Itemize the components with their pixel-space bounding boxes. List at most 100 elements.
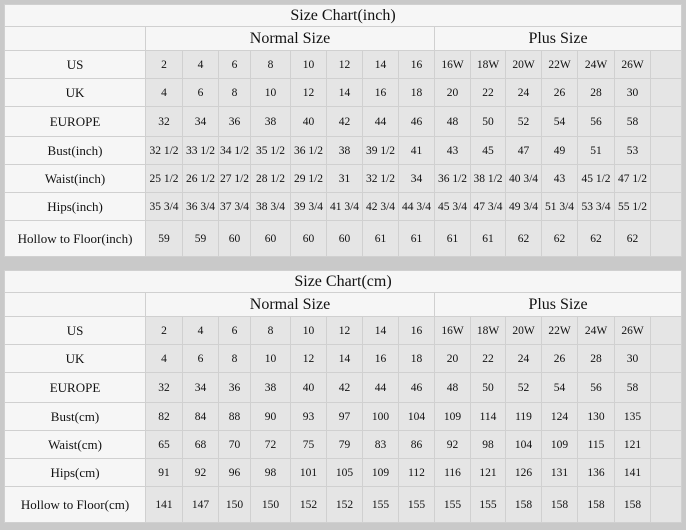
size-value: 47 3/4 xyxy=(470,192,506,221)
size-value: 10 xyxy=(290,316,327,345)
size-value: 22 xyxy=(470,78,506,107)
size-value: 44 xyxy=(362,106,399,137)
size-value: 60 xyxy=(290,220,327,257)
section-row: Normal Size Plus Size xyxy=(4,292,682,317)
size-value: 16W xyxy=(434,316,471,345)
row-label: Bust(cm) xyxy=(4,402,146,431)
size-value: 26 xyxy=(541,78,578,107)
size-value: 62 xyxy=(614,220,651,257)
title-row: Size Chart(cm) xyxy=(4,270,682,293)
size-value: 155 xyxy=(362,486,399,523)
size-value: 130 xyxy=(577,402,615,431)
size-value: 40 xyxy=(290,372,327,403)
size-value: 47 1/2 xyxy=(614,164,651,193)
chart-title: Size Chart(cm) xyxy=(4,270,682,293)
size-value: 49 3/4 xyxy=(505,192,542,221)
size-value: 36 xyxy=(218,106,251,137)
size-value: 104 xyxy=(505,430,542,459)
size-value: 38 3/4 xyxy=(250,192,291,221)
size-value: 59 xyxy=(145,220,183,257)
size-value: 22 xyxy=(470,344,506,373)
size-value: 35 3/4 xyxy=(145,192,183,221)
size-value: 88 xyxy=(218,402,251,431)
table-row: US 2 4 6 8 10 12 14 16 16W 18W 20W 22W 24W 26W xyxy=(4,316,682,345)
table-row: Waist(inch) 25 1/2 26 1/2 27 1/2 28 1/2 29 1/… xyxy=(4,164,682,193)
size-value: 158 xyxy=(505,486,542,523)
size-value: 28 1/2 xyxy=(250,164,291,193)
size-value: 96 xyxy=(218,458,251,487)
size-value: 90 xyxy=(250,402,291,431)
size-value: 12 xyxy=(290,78,327,107)
size-chart-cm: Size Chart(cm) Normal Size Plus Size US 2 4 6 8… xyxy=(4,270,682,523)
table-row: EUROPE 32 34 36 38 40 42 44 46 48 50 52 54 56 58 xyxy=(4,372,682,403)
size-value: 100 xyxy=(362,402,399,431)
size-value: 8 xyxy=(218,78,251,107)
corner-cell xyxy=(4,26,146,51)
size-value: 45 3/4 xyxy=(434,192,471,221)
size-value: 34 xyxy=(182,106,219,137)
size-value: 112 xyxy=(398,458,435,487)
size-value: 53 xyxy=(614,136,651,165)
size-value: 4 xyxy=(182,316,219,345)
row-label: Hips(cm) xyxy=(4,458,146,487)
size-value: 98 xyxy=(470,430,506,459)
empty-cell xyxy=(650,78,682,107)
size-value: 39 1/2 xyxy=(362,136,399,165)
chart-title: Size Chart(inch) xyxy=(4,4,682,27)
size-value: 101 xyxy=(290,458,327,487)
size-value: 50 xyxy=(470,372,506,403)
size-value: 26W xyxy=(614,316,651,345)
size-value: 20W xyxy=(505,50,542,79)
empty-cell xyxy=(650,372,682,403)
size-value: 155 xyxy=(398,486,435,523)
size-value: 36 xyxy=(218,372,251,403)
size-table: Size Chart(inch) Normal Size Plus Size US 2 4… xyxy=(4,4,682,257)
size-value: 37 3/4 xyxy=(218,192,251,221)
size-value: 10 xyxy=(290,50,327,79)
size-value: 20 xyxy=(434,78,471,107)
row-label: US xyxy=(4,50,146,79)
size-value: 18 xyxy=(398,78,435,107)
size-value: 8 xyxy=(250,316,291,345)
size-value: 44 xyxy=(362,372,399,403)
size-value: 61 xyxy=(362,220,399,257)
size-value: 43 xyxy=(434,136,471,165)
size-value: 2 xyxy=(145,50,183,79)
table-row: Hips(inch) 35 3/4 36 3/4 37 3/4 38 3/4 39 3/4… xyxy=(4,192,682,221)
size-value: 105 xyxy=(326,458,363,487)
size-value: 40 3/4 xyxy=(505,164,542,193)
size-value: 92 xyxy=(182,458,219,487)
size-value: 114 xyxy=(470,402,506,431)
size-value: 92 xyxy=(434,430,471,459)
size-value: 47 xyxy=(505,136,542,165)
size-value: 150 xyxy=(250,486,291,523)
size-value: 36 1/2 xyxy=(290,136,327,165)
size-value: 30 xyxy=(614,344,651,373)
size-value: 147 xyxy=(182,486,219,523)
size-value: 20W xyxy=(505,316,542,345)
size-value: 34 xyxy=(182,372,219,403)
size-value: 83 xyxy=(362,430,399,459)
table-row: Hollow to Floor(cm) 141 147 150 150 152 152 155… xyxy=(4,486,682,523)
row-label: EUROPE xyxy=(4,106,146,137)
size-value: 82 xyxy=(145,402,183,431)
size-value: 126 xyxy=(505,458,542,487)
table-row: Waist(cm) 65 68 70 72 75 79 83 86 92 98 104 109 115 12… xyxy=(4,430,682,459)
size-value: 24 xyxy=(505,344,542,373)
size-value: 55 1/2 xyxy=(614,192,651,221)
size-value: 56 xyxy=(577,372,615,403)
size-value: 93 xyxy=(290,402,327,431)
size-value: 14 xyxy=(326,78,363,107)
size-value: 36 3/4 xyxy=(182,192,219,221)
size-value: 109 xyxy=(541,430,578,459)
size-value: 44 3/4 xyxy=(398,192,435,221)
size-value: 22W xyxy=(541,316,578,345)
size-value: 119 xyxy=(505,402,542,431)
size-value: 98 xyxy=(250,458,291,487)
size-value: 121 xyxy=(470,458,506,487)
size-value: 86 xyxy=(398,430,435,459)
table-row: Bust(cm) 82 84 88 90 93 97 100 104 109 114 119 124 13… xyxy=(4,402,682,431)
size-value: 60 xyxy=(326,220,363,257)
size-value: 8 xyxy=(250,50,291,79)
row-label: US xyxy=(4,316,146,345)
